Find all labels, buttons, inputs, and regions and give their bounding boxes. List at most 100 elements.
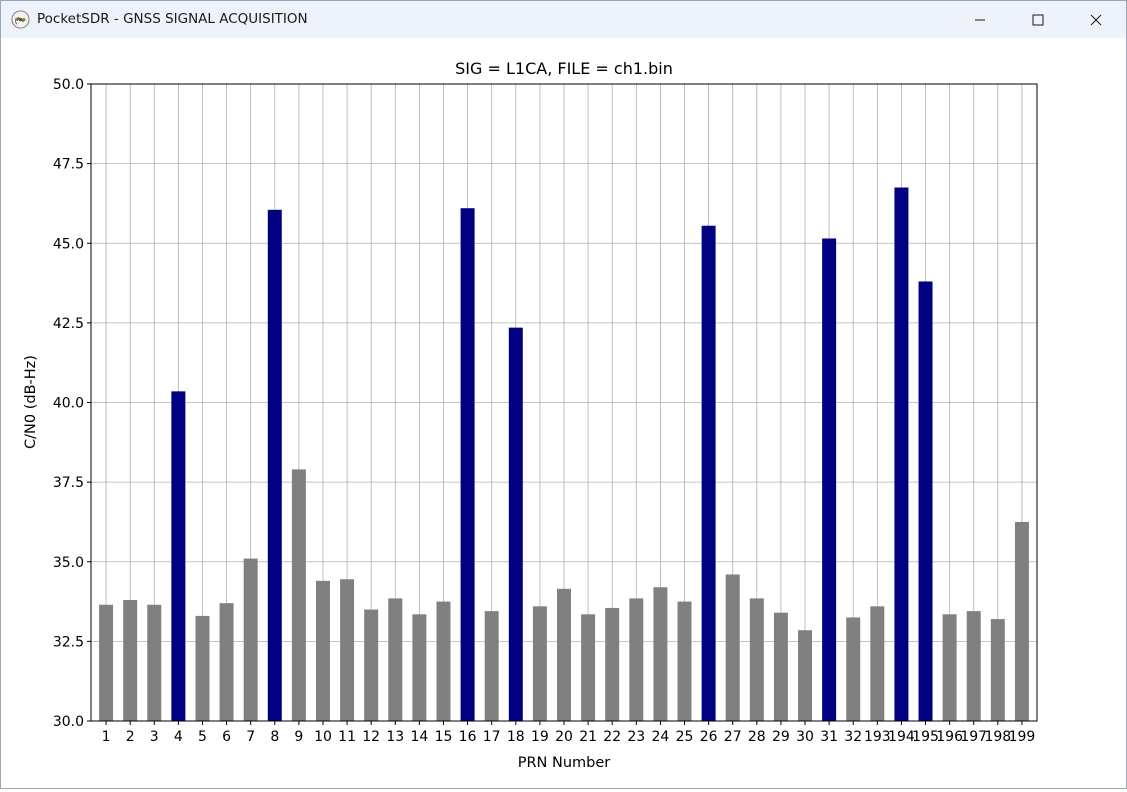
- x-tick-label: 7: [246, 729, 255, 745]
- x-tick-label: 18: [507, 729, 525, 745]
- bar-prn-26: [701, 225, 716, 722]
- x-tick-label: 20: [555, 729, 573, 745]
- bar-prn-199: [1014, 521, 1029, 721]
- bar-prn-22: [605, 607, 620, 721]
- bar-prn-27: [725, 574, 740, 721]
- x-tick-label: 29: [772, 729, 790, 745]
- title-bar[interactable]: PocketSDR - GNSS SIGNAL ACQUISITION: [1, 1, 1126, 38]
- x-axis-label: PRN Number: [518, 755, 611, 771]
- bar-prn-15: [436, 601, 451, 721]
- x-tick-label: 17: [483, 729, 501, 745]
- x-tick-label: 196: [936, 729, 963, 745]
- bar-prn-194: [894, 187, 909, 721]
- x-tick-label: 32: [844, 729, 862, 745]
- x-tick-label: 194: [888, 729, 915, 745]
- bar-prn-4: [171, 391, 186, 721]
- bar-prn-29: [773, 612, 788, 721]
- x-tick-label: 15: [435, 729, 453, 745]
- bar-prn-7: [243, 558, 258, 721]
- chart-title: SIG = L1CA, FILE = ch1.bin: [455, 59, 673, 78]
- y-tick-label: 45.0: [53, 236, 84, 252]
- x-tick-label: 9: [294, 729, 303, 745]
- x-tick-label: 195: [912, 729, 939, 745]
- x-tick-label: 198: [984, 729, 1011, 745]
- bar-prn-31: [822, 238, 837, 721]
- x-tick-label: 23: [627, 729, 645, 745]
- y-tick-label: 35.0: [53, 555, 84, 571]
- bar-prn-10: [315, 580, 330, 721]
- maximize-icon: [1032, 14, 1044, 25]
- x-tick-label: 14: [410, 729, 428, 745]
- bar-prn-13: [388, 598, 403, 721]
- bars: [99, 187, 1029, 722]
- bar-prn-28: [749, 598, 764, 721]
- x-tick-label: 24: [651, 729, 669, 745]
- x-tick-label: 21: [579, 729, 597, 745]
- bar-prn-17: [484, 611, 499, 721]
- bar-prn-197: [966, 611, 981, 721]
- x-tick-label: 197: [960, 729, 987, 745]
- bar-prn-20: [557, 588, 571, 721]
- x-tick-label: 199: [1009, 729, 1036, 745]
- y-tick-label: 50.0: [53, 77, 84, 93]
- y-tick-label: 42.5: [53, 316, 84, 332]
- x-tick-label: 30: [796, 729, 814, 745]
- x-tick-label: 1: [102, 729, 111, 745]
- bar-prn-193: [870, 606, 885, 721]
- x-tick-label: 19: [531, 729, 549, 745]
- x-tick-label: 2: [126, 729, 135, 745]
- bar-prn-23: [629, 598, 644, 721]
- x-tick-label: 22: [603, 729, 621, 745]
- y-tick-label: 37.5: [53, 475, 84, 491]
- y-tick-label: 30.0: [53, 714, 84, 730]
- x-tick-label: 16: [459, 729, 477, 745]
- axes: [87, 83, 1038, 725]
- bar-prn-21: [581, 614, 596, 721]
- x-tick-label: 25: [676, 729, 694, 745]
- bar-prn-11: [340, 579, 355, 721]
- x-tick-label: 10: [314, 729, 332, 745]
- x-tick-label: 13: [386, 729, 404, 745]
- x-tick-label: 31: [820, 729, 838, 745]
- x-tick-label: 12: [362, 729, 380, 745]
- window-title: PocketSDR - GNSS SIGNAL ACQUISITION: [37, 11, 308, 27]
- x-tick-label: 5: [198, 729, 207, 745]
- bar-prn-30: [798, 630, 813, 721]
- x-tick-label: 11: [338, 729, 356, 745]
- bar-prn-32: [846, 617, 861, 721]
- bar-prn-1: [99, 604, 114, 721]
- x-tick-label: 8: [270, 729, 279, 745]
- close-icon: [1090, 14, 1102, 25]
- chart-area: SIG = L1CA, FILE = ch1.bin PRN Number C/…: [1, 38, 1126, 788]
- bar-prn-24: [653, 587, 668, 721]
- x-tick-label: 6: [222, 729, 231, 745]
- minimize-button[interactable]: [951, 1, 1009, 38]
- bar-prn-5: [195, 615, 210, 721]
- bar-prn-12: [364, 609, 379, 721]
- bar-prn-198: [990, 619, 1005, 721]
- bar-prn-9: [291, 469, 306, 721]
- y-tick-label: 47.5: [53, 157, 84, 173]
- y-axis-label: C/N0 (dB-Hz): [23, 355, 39, 449]
- maximize-button[interactable]: [1009, 1, 1067, 38]
- bar-prn-19: [532, 606, 547, 721]
- bar-prn-18: [508, 327, 523, 721]
- x-tick-label: 27: [724, 729, 742, 745]
- y-tick-label: 32.5: [53, 634, 84, 650]
- tick-labels: 30.032.535.037.540.042.545.047.550.01 2 3 4…: [53, 77, 1035, 745]
- x-tick-label: 26: [700, 729, 718, 745]
- bar-prn-195: [918, 281, 933, 721]
- y-tick-label: 40.0: [53, 396, 84, 412]
- bar-prn-16: [460, 208, 475, 722]
- bar-prn-25: [677, 601, 692, 721]
- bar-prn-6: [219, 603, 234, 721]
- bar-prn-3: [147, 604, 162, 721]
- x-tick-label: 4: [174, 729, 183, 745]
- x-tick-label: 3: [150, 729, 159, 745]
- minimize-icon: [975, 19, 985, 20]
- bar-prn-14: [412, 614, 427, 721]
- close-button[interactable]: [1067, 1, 1125, 38]
- plot-frame: [90, 83, 1038, 722]
- bar-prn-2: [123, 599, 138, 721]
